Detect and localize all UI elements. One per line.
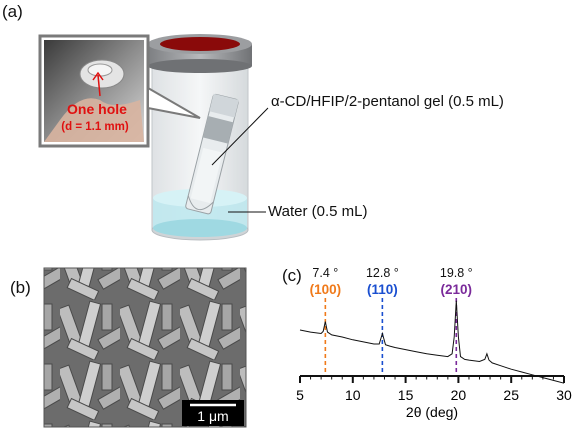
inset-connector: [147, 86, 201, 119]
x-tick-label-25: 25: [503, 387, 519, 403]
water-label: Water (0.5 mL): [268, 203, 368, 220]
x-tick-label-15: 15: [398, 387, 414, 403]
peak-angle-label-2: 19.8 °: [440, 266, 473, 280]
vial-cap: [148, 34, 252, 73]
peak-index-label-1: (110): [367, 282, 398, 297]
peak-angle-label-0: 7.4 °: [312, 266, 338, 280]
peak-index-label-0: (100): [310, 282, 342, 297]
panel-a-illustration: One hole (d = 1.1 mm): [38, 34, 269, 241]
panel-label-c: (c): [282, 266, 302, 285]
x-tick-label-30: 30: [556, 387, 572, 403]
gel-label: α-CD/HFIP/2-pentanol gel (0.5 mL): [271, 93, 504, 110]
panel-label-a: (a): [2, 2, 23, 21]
x-tick-label-10: 10: [345, 387, 361, 403]
x-axis-label: 2θ (deg): [406, 404, 458, 420]
sem-image: 1 μm: [43, 267, 247, 428]
xrd-chart: 5 10 15 20 25 30 7.4 ° (100) 12.8 ° (110) 19.8 ° (…: [296, 266, 572, 420]
x-tick-label-5: 5: [296, 387, 304, 403]
panel-label-b: (b): [10, 278, 31, 297]
xrd-series-line: [299, 300, 565, 384]
inset-hole-label: One hole: [67, 101, 127, 117]
scale-bar-label: 1 μm: [197, 408, 228, 424]
inset-photo: One hole (d = 1.1 mm): [38, 34, 150, 148]
inset-diameter-label: (d = 1.1 mm): [61, 121, 129, 133]
peak-index-label-2: (210): [441, 282, 473, 297]
gel-leader-line: [211, 107, 269, 166]
peak-angle-label-1: 12.8 °: [366, 266, 399, 280]
x-tick-label-20: 20: [451, 387, 467, 403]
